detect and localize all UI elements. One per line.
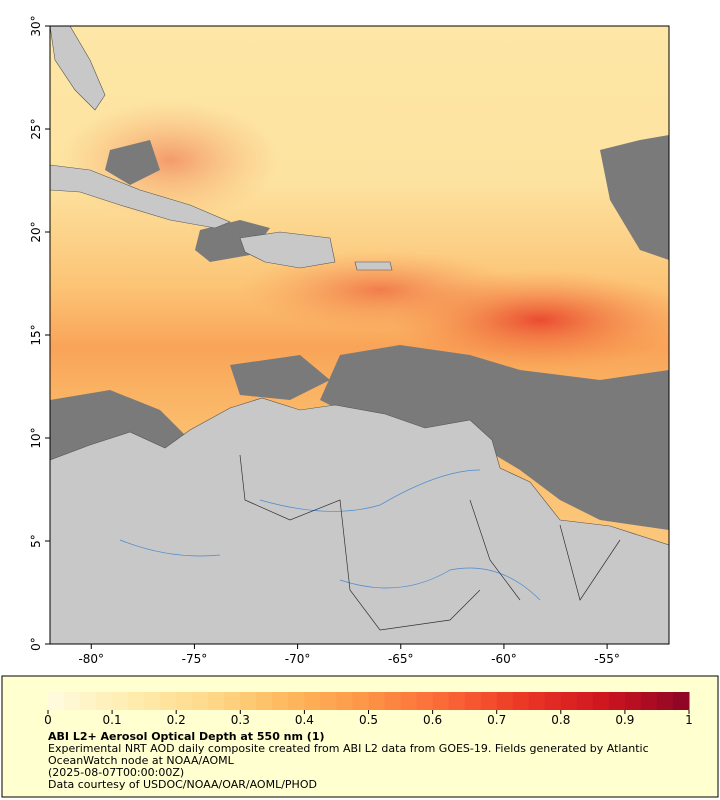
caption-date: (2025-08-07T00:00:00Z) bbox=[48, 766, 185, 779]
colorbar-step bbox=[208, 692, 225, 710]
colorbar-tick-label: 0.8 bbox=[551, 713, 570, 727]
colorbar-step bbox=[144, 692, 161, 710]
colorbar-step bbox=[288, 692, 305, 710]
colorbar-step bbox=[672, 692, 690, 710]
colorbar-step bbox=[80, 692, 97, 710]
colorbar-step bbox=[480, 692, 498, 710]
colorbar-step bbox=[512, 692, 530, 710]
y-tick-label: 10° bbox=[29, 427, 43, 448]
colorbar-tick-label: 0.6 bbox=[423, 713, 442, 727]
colorbar-step bbox=[336, 692, 353, 710]
colorbar-step bbox=[496, 692, 514, 710]
colorbar-step bbox=[544, 692, 562, 710]
colorbar-step bbox=[304, 692, 321, 710]
colorbar-step bbox=[656, 692, 674, 710]
colorbar-step bbox=[128, 692, 145, 710]
caption: ABI L2+ Aerosol Optical Depth at 550 nm … bbox=[48, 731, 688, 791]
y-tick-label: 5° bbox=[29, 534, 43, 548]
land bbox=[50, 26, 669, 644]
colorbar-step bbox=[48, 692, 65, 710]
rivers bbox=[119, 469, 541, 601]
y-tick-label: 15° bbox=[29, 324, 43, 345]
colorbar-step bbox=[416, 692, 434, 710]
colorbar-step bbox=[640, 692, 658, 710]
x-tick-label: -75° bbox=[182, 652, 208, 666]
colorbar-step bbox=[624, 692, 642, 710]
colorbar-step bbox=[368, 692, 386, 710]
colorbar-tick-label: 0.9 bbox=[615, 713, 634, 727]
colorbar-step bbox=[112, 692, 129, 710]
x-tick-label: -55° bbox=[594, 652, 620, 666]
colorbar-step bbox=[528, 692, 546, 710]
y-tick-label: 25° bbox=[29, 118, 43, 139]
colorbar-tick-label: 0.7 bbox=[487, 713, 506, 727]
colorbar-tick-label: 0.4 bbox=[295, 713, 314, 727]
colorbar-step bbox=[272, 692, 289, 710]
colorbar-tick-label: 0.2 bbox=[167, 713, 186, 727]
colorbar-step bbox=[384, 692, 402, 710]
colorbar-step bbox=[96, 692, 113, 710]
borders bbox=[239, 454, 621, 631]
y-tick-label: 0° bbox=[29, 637, 43, 651]
colorbar-step bbox=[240, 692, 257, 710]
colorbar-step bbox=[256, 692, 273, 710]
colorbar-tick-label: 0 bbox=[44, 713, 52, 727]
colorbar-step bbox=[560, 692, 578, 710]
colorbar-step bbox=[160, 692, 177, 710]
colorbar-step bbox=[192, 692, 209, 710]
colorbar-tick-label: 1 bbox=[685, 713, 693, 727]
colorbar-tick-label: 0.5 bbox=[359, 713, 378, 727]
caption-credit: Data courtesy of USDOC/NOAA/OAR/AOML/PHO… bbox=[48, 778, 317, 791]
caption-title: ABI L2+ Aerosol Optical Depth at 550 nm … bbox=[48, 730, 325, 743]
aod-plume bbox=[240, 250, 520, 330]
y-tick-label: 20° bbox=[29, 221, 43, 242]
x-tick-label: -65° bbox=[388, 652, 414, 666]
x-tick-label: -60° bbox=[491, 652, 517, 666]
colorbar-step bbox=[64, 692, 81, 710]
colorbar-step bbox=[592, 692, 610, 710]
map bbox=[50, 26, 669, 644]
y-tick-label: 30° bbox=[29, 15, 43, 36]
colorbar-step bbox=[224, 692, 241, 710]
axes: -80° -75° -70° -65° -60° -55° 0° 5° 10° 15° 20° 25°… bbox=[29, 15, 620, 666]
colorbar-step bbox=[432, 692, 450, 710]
colorbar-tick-label: 0.1 bbox=[103, 713, 122, 727]
colorbar-step bbox=[176, 692, 193, 710]
colorbar-step bbox=[608, 692, 626, 710]
colorbar: 0 0.1 0.2 0.3 0.4 0.5 0.6 0.7 0.8 0.9 1 bbox=[44, 692, 693, 727]
colorbar-step bbox=[352, 692, 369, 710]
colorbar-step bbox=[464, 692, 482, 710]
colorbar-step bbox=[576, 692, 594, 710]
colorbar-step bbox=[320, 692, 337, 710]
colorbar-step bbox=[448, 692, 466, 710]
colorbar-step bbox=[400, 692, 418, 710]
colorbar-tick-label: 0.3 bbox=[231, 713, 250, 727]
caption-description: Experimental NRT AOD daily composite cre… bbox=[48, 742, 649, 767]
x-tick-label: -70° bbox=[285, 652, 311, 666]
x-tick-label: -80° bbox=[78, 652, 104, 666]
